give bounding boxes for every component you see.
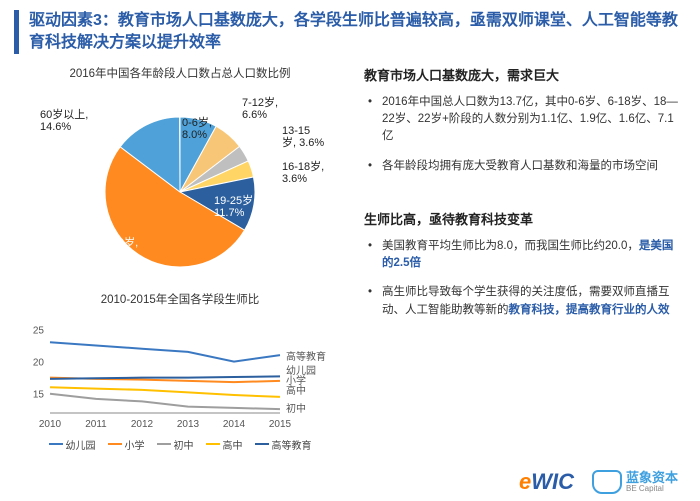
pie-label: 0-6岁,8.0%	[182, 117, 212, 142]
page-title: 驱动因素3：教育市场人口基数庞大，各学段生师比普遍较高，亟需双师课堂、人工智能等…	[29, 10, 684, 55]
line-chart: 152025201020112012201320142015高等教育幼儿园小学高…	[20, 313, 340, 468]
line-series	[50, 342, 280, 361]
pie-label: 60岁以上,14.6%	[40, 109, 88, 134]
footer-logos: eWIC 蓝象资本 BE Capital	[519, 469, 678, 495]
bullet-2a: 美国教育平均生师比为8.0，而我国生师比约20.0，是美国的2.5倍	[368, 238, 684, 273]
svg-text:15: 15	[33, 389, 45, 400]
legend-item: 高中	[206, 437, 243, 452]
bullet-2b: 高生师比导致每个学生获得的关注度低，需要双师直播互动、人工智能助教等新的教育科技…	[368, 284, 684, 319]
legend-item: 初中	[157, 437, 194, 452]
title-accent	[14, 10, 19, 54]
svg-text:2011: 2011	[85, 419, 107, 430]
svg-text:2013: 2013	[177, 419, 200, 430]
legend-item: 高等教育	[255, 437, 312, 452]
legend-item: 幼儿园	[49, 437, 96, 452]
pie-title: 2016年中国各年龄段人口数占总人口数比例	[20, 65, 340, 81]
right-column: 教育市场人口基数庞大，需求巨大 2016年中国总人口数为13.7亿，其中0-6岁…	[364, 61, 684, 468]
pie-chart: 0-6岁,8.0% 7-12岁,6.6%13-15岁, 3.6% 16-18岁,3.…	[20, 87, 340, 287]
bullet-1b: 各年龄段均拥有庞大受教育人口基数和海量的市场空间	[368, 158, 684, 175]
section-heading-1: 教育市场人口基数庞大，需求巨大	[364, 65, 684, 84]
line-series	[50, 387, 280, 397]
series-side-label: 初中	[286, 403, 306, 416]
svg-text:2012: 2012	[131, 419, 154, 430]
svg-text:2015: 2015	[269, 419, 292, 430]
svg-text:25: 25	[33, 325, 45, 336]
line-title: 2010-2015年全国各学段生师比	[20, 291, 340, 307]
content: 2016年中国各年龄段人口数占总人口数比例 0-6岁,8.0% 7-12岁,6.6…	[0, 61, 700, 468]
be-sub: BE Capital	[626, 484, 678, 493]
be-icon	[592, 470, 622, 494]
line-series	[50, 376, 280, 379]
bullet-1a: 2016年中国总人口数为13.7亿，其中0-6岁、6-18岁、18—22岁、22…	[368, 94, 684, 146]
title-bar: 驱动因素3：教育市场人口基数庞大，各学段生师比普遍较高，亟需双师课堂、人工智能等…	[0, 0, 700, 61]
section-heading-2: 生师比高，亟待教育科技变革	[364, 209, 684, 228]
svg-text:2010: 2010	[39, 419, 62, 430]
pie-label: 7-12岁,6.6%	[242, 97, 278, 122]
be-capital-logo: 蓝象资本 BE Capital	[592, 470, 678, 494]
legend-item: 小学	[108, 437, 145, 452]
svg-text:2014: 2014	[223, 419, 246, 430]
pie-label: 19-25岁,11.7%	[214, 195, 256, 220]
left-column: 2016年中国各年龄段人口数占总人口数比例 0-6岁,8.0% 7-12岁,6.6…	[20, 61, 340, 468]
series-side-label: 高等教育	[286, 351, 326, 364]
pie-label: 26-60岁,51.8%	[96, 237, 138, 262]
pie-label: 16-18岁,3.6%	[282, 161, 324, 186]
bullet-list-1: 2016年中国总人口数为13.7亿，其中0-6岁、6-18岁、18—22岁、22…	[364, 94, 684, 175]
be-name: 蓝象资本	[626, 471, 678, 484]
pie-label: 13-15岁, 3.6%	[282, 125, 324, 150]
line-legend: 幼儿园小学初中高中高等教育	[20, 437, 340, 452]
svg-text:20: 20	[33, 357, 45, 368]
series-side-label: 高中	[286, 385, 306, 398]
ewic-logo: eWIC	[519, 469, 574, 495]
bullet-list-2: 美国教育平均生师比为8.0，而我国生师比约20.0，是美国的2.5倍 高生师比导…	[364, 238, 684, 319]
